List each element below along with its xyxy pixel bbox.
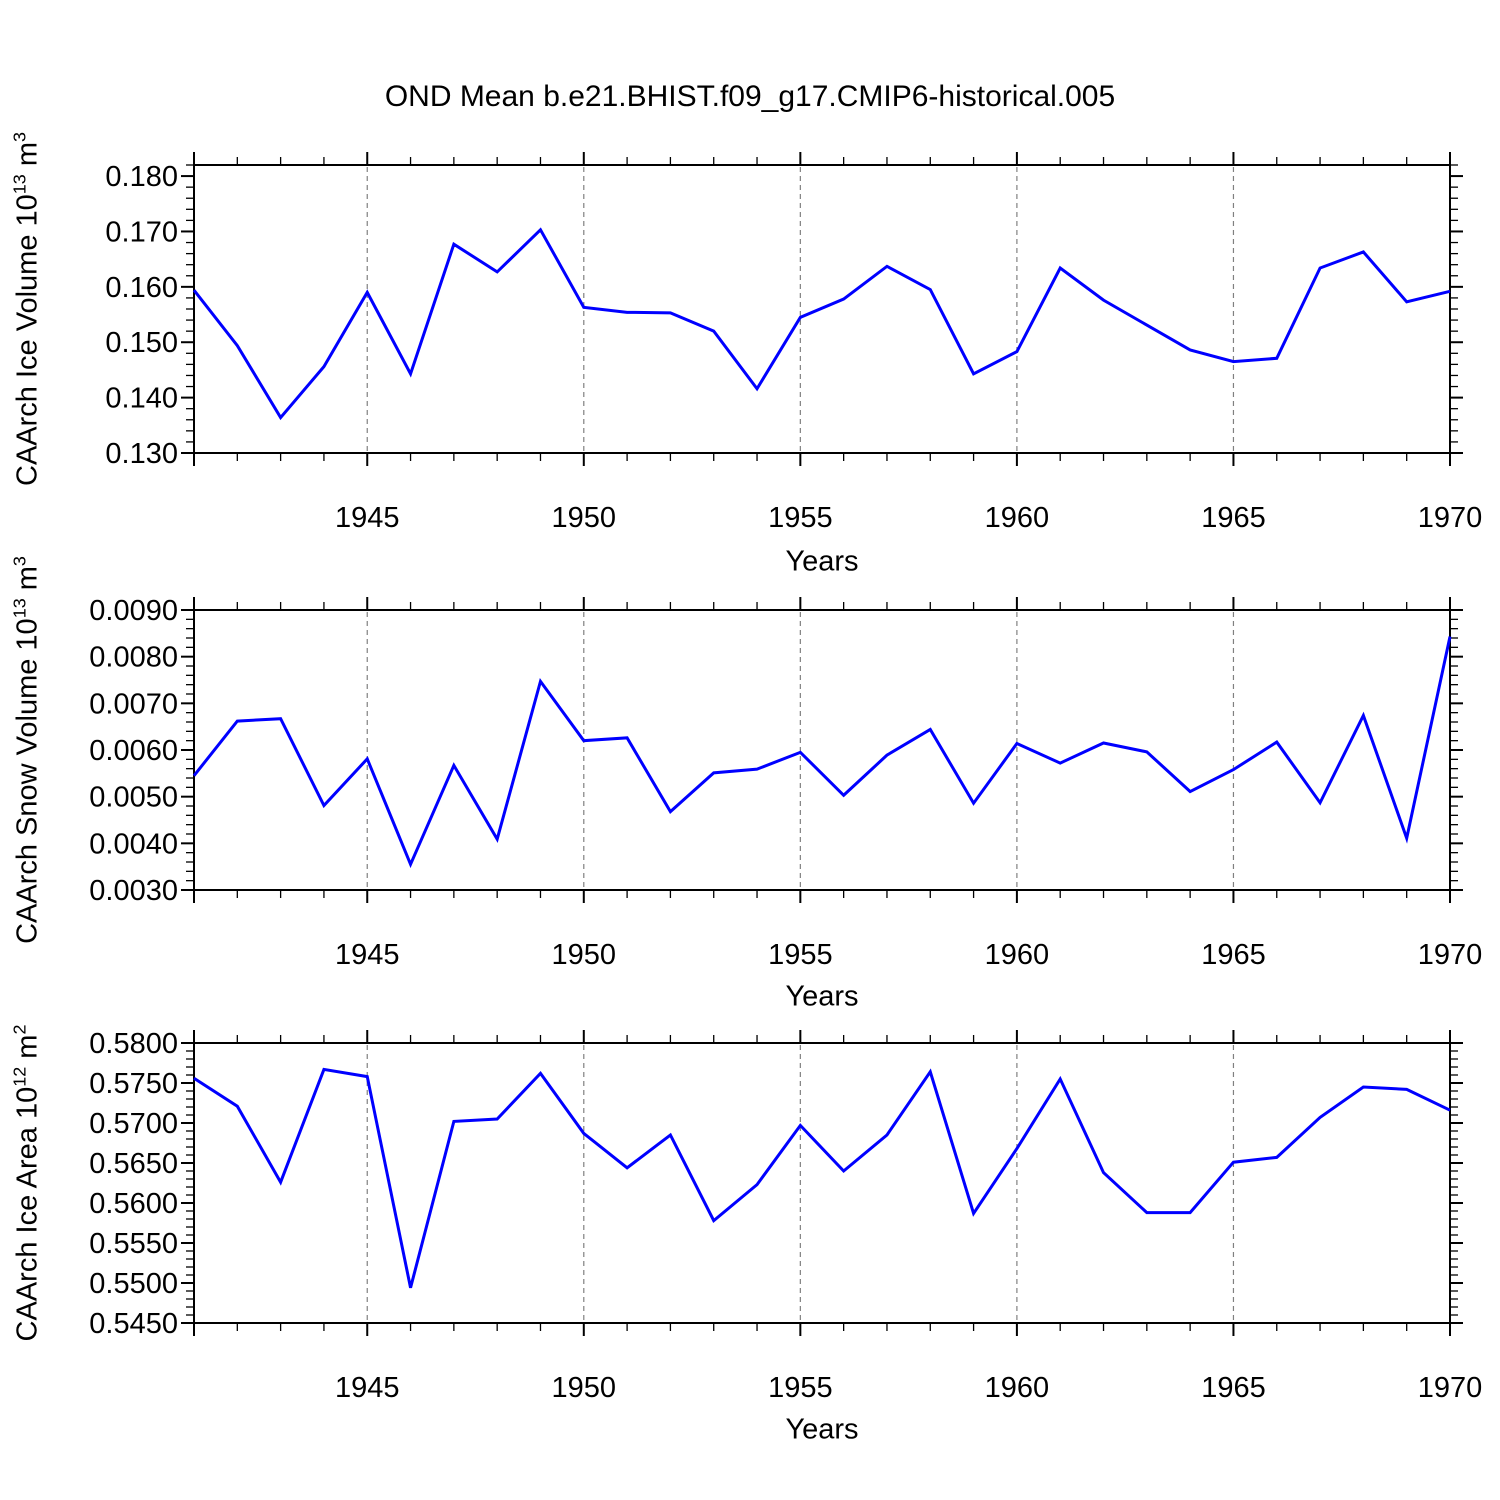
y-axis-title-exponent: 12 [9, 1066, 30, 1087]
chart-caarch-snow-volume: 0.0030 0.0040 0.0050 0.0060 0.0070 0.0080 0.00… [89, 595, 1482, 971]
data-line-caarch-snow-volume [192, 636, 1452, 869]
x-tick-label: 1965 [1201, 1372, 1266, 1404]
y-tick-label: 0.0080 [89, 642, 178, 674]
x-tick-label: 1965 [1201, 939, 1266, 971]
y-tick-label: 0.0060 [89, 735, 178, 767]
x-tick-label: 1970 [1418, 939, 1483, 971]
x-tick-label: 1970 [1418, 502, 1483, 534]
y-tick-label: 0.5450 [89, 1308, 178, 1340]
plot-frame [193, 1042, 1451, 1324]
x-axis-title-chart1: Years [785, 545, 859, 578]
x-tick-label: 1955 [768, 502, 833, 534]
y-tick-label: 0.160 [105, 272, 178, 304]
x-tick-label: 1950 [552, 939, 617, 971]
y-axis-title-ice-area: CAArch Ice Area 1012 m2 [10, 1025, 45, 1342]
x-axis-title-chart3: Years [785, 1413, 859, 1446]
y-tick-label: 0.5800 [89, 1028, 178, 1060]
y-tick-label: 0.5600 [89, 1188, 178, 1220]
data-line-caarch-ice-volume [192, 227, 1451, 421]
x-tick-label: 1945 [335, 502, 400, 534]
x-axis-title-chart2: Years [785, 980, 859, 1013]
y-axis-title-unit-exponent: 3 [9, 556, 30, 567]
y-axis-title-unit: m [11, 566, 44, 599]
y-tick-label: 0.180 [105, 161, 178, 193]
x-tick-label: 1965 [1201, 502, 1266, 534]
x-tick-label: 1955 [768, 939, 833, 971]
x-tick-label: 1960 [985, 939, 1050, 971]
x-tick-label: 1950 [552, 1372, 617, 1404]
y-axis-title-ice-volume: CAArch Ice Volume 1013 m3 [10, 132, 45, 486]
plot-frame [193, 609, 1451, 891]
page-title: OND Mean b.e21.BHIST.f09_g17.CMIP6-histo… [384, 80, 1116, 113]
y-tick-label: 0.140 [105, 383, 178, 415]
x-tick-label: 1945 [335, 1372, 400, 1404]
y-tick-label: 0.0040 [89, 828, 178, 860]
plot-frame [193, 164, 1451, 454]
y-tick-label: 0.170 [105, 216, 178, 248]
x-tick-label: 1945 [335, 939, 400, 971]
y-axis-title-unit-exponent: 2 [9, 1024, 30, 1035]
y-tick-label: 0.5550 [89, 1228, 178, 1260]
x-tick-label: 1960 [985, 1372, 1050, 1404]
y-tick-label: 0.5750 [89, 1068, 178, 1100]
y-axis-title-text: CAArch Ice Area 10 [11, 1086, 44, 1342]
chart-caarch-ice-area: 0.5450 0.5500 0.5550 0.5600 0.5650 0.5700 0.57… [89, 1028, 1482, 1404]
y-tick-label: 0.0070 [89, 688, 178, 720]
y-axis-title-unit: m [11, 1034, 44, 1067]
y-tick-label: 0.150 [105, 327, 178, 359]
y-tick-label: 0.0050 [89, 782, 178, 814]
y-axis-title-text: CAArch Snow Volume 10 [11, 618, 44, 944]
x-tick-label: 1970 [1418, 1372, 1483, 1404]
y-axis-title-exponent: 13 [9, 174, 30, 195]
x-tick-label: 1960 [985, 502, 1050, 534]
y-axis-title-snow-volume: CAArch Snow Volume 1013 m3 [10, 556, 45, 944]
y-tick-label: 0.5700 [89, 1108, 178, 1140]
y-tick-label: 0.0030 [89, 875, 178, 907]
data-line-caarch-ice-area [193, 1067, 1451, 1289]
y-axis-title-text: CAArch Ice Volume 10 [11, 194, 44, 486]
y-axis-title-unit: m [11, 142, 44, 175]
x-tick-label: 1950 [552, 502, 617, 534]
y-tick-label: 0.130 [105, 438, 178, 470]
y-tick-label: 0.5500 [89, 1268, 178, 1300]
chart-caarch-ice-volume: 0.130 0.140 0.150 0.160 0.170 0.180 1945 1950 19… [105, 152, 1482, 534]
y-axis-title-exponent: 13 [9, 598, 30, 619]
y-tick-label: 0.5650 [89, 1148, 178, 1180]
x-tick-label: 1955 [768, 1372, 833, 1404]
y-axis-title-unit-exponent: 3 [9, 132, 30, 143]
y-tick-label: 0.0090 [89, 595, 178, 627]
